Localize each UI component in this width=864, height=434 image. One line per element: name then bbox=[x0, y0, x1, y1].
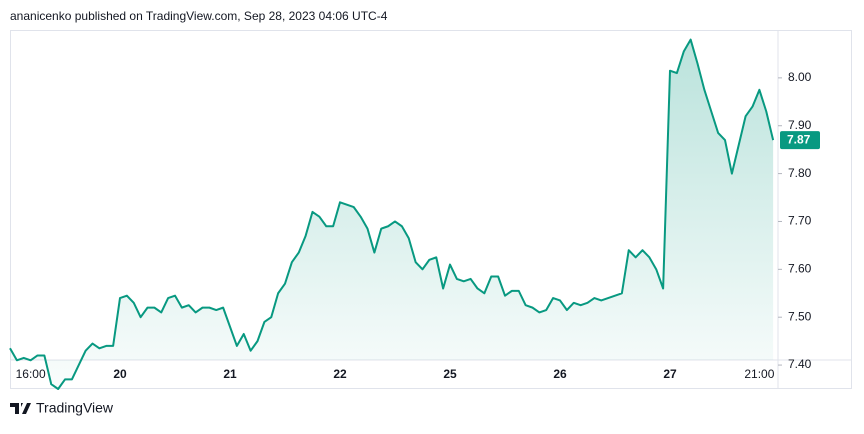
x-tick-label: 25 bbox=[443, 367, 457, 381]
x-tick-label: 26 bbox=[553, 367, 567, 381]
x-tick-label: 20 bbox=[113, 367, 127, 381]
brand-name: TradingView bbox=[36, 400, 114, 416]
last-price-badge bbox=[780, 131, 820, 150]
x-tick-label: 21:00 bbox=[744, 367, 774, 381]
x-tick-label: 21 bbox=[223, 367, 237, 381]
y-tick-label: 7.80 bbox=[788, 166, 812, 180]
x-tick-label: 22 bbox=[333, 367, 347, 381]
chart-frame bbox=[10, 30, 852, 389]
x-tick-label: 27 bbox=[663, 367, 677, 381]
area-fill bbox=[10, 39, 774, 389]
y-tick-label: 7.60 bbox=[788, 262, 812, 276]
price-line bbox=[9, 38, 775, 390]
y-tick-label: 7.90 bbox=[788, 118, 812, 132]
y-tick-label: 7.70 bbox=[788, 214, 812, 228]
y-tick-label: 8.00 bbox=[788, 70, 812, 84]
y-tick-label: 7.40 bbox=[788, 357, 812, 371]
y-tick-label: 7.50 bbox=[788, 309, 812, 323]
last-price-label: 7.87 bbox=[787, 132, 811, 146]
header-title: ananicenko published on TradingView.com,… bbox=[10, 9, 388, 23]
brand-logo bbox=[10, 403, 31, 414]
x-tick-label: 16:00 bbox=[16, 367, 46, 381]
